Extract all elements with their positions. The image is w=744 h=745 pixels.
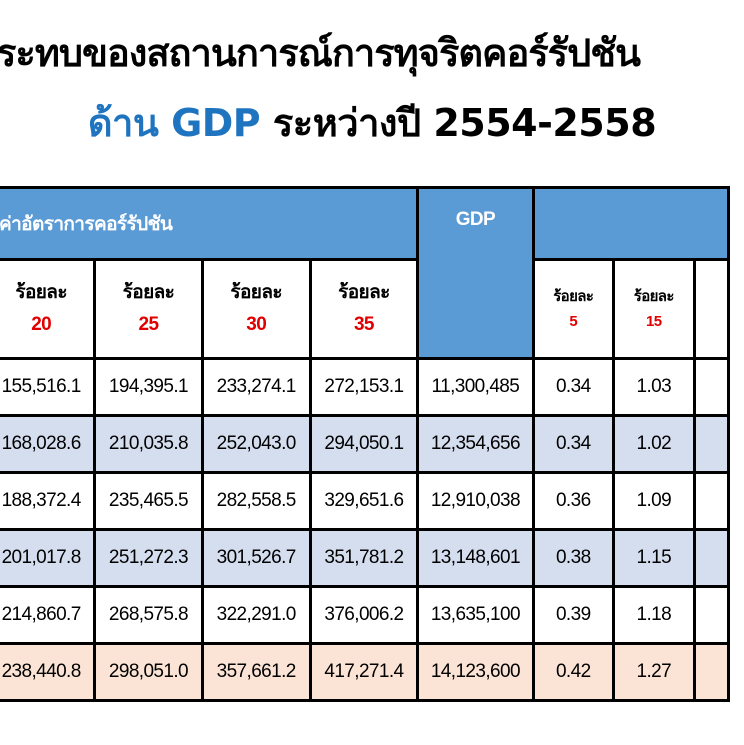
table-cell: 0.38 <box>531 528 615 588</box>
table-cell: 252,043.0 <box>200 414 312 474</box>
group-header-corruption-rate: ค่าอัตราการคอร์รัปชัน <box>0 186 420 261</box>
table-cell: 11,300,485 <box>416 357 535 417</box>
table-cell: 1.09 <box>611 471 696 531</box>
table-row: 214,860.7 268,575.8 322,291.0 376,006.2 13,6… <box>0 585 731 645</box>
table-cell: 298,051.0 <box>93 642 204 702</box>
table-cell: 272,153.1 <box>308 357 420 417</box>
table-cell: 214,860.7 <box>0 585 97 645</box>
table-cell <box>692 471 731 531</box>
table-cell: 188,372.4 <box>0 471 97 531</box>
ratio-group-header <box>531 186 731 261</box>
table-cell: 1.18 <box>611 585 696 645</box>
sub-header-label: ร้อยละ <box>15 281 67 303</box>
table-cell: 251,272.3 <box>93 528 204 588</box>
table-cell: 294,050.1 <box>308 414 420 474</box>
table-cell: 0.34 <box>531 357 615 417</box>
table-cell: 0.36 <box>531 471 615 531</box>
table-cell <box>692 528 731 588</box>
table-cell: 1.02 <box>611 414 696 474</box>
table-cell: 301,526.7 <box>200 528 312 588</box>
table-cell <box>692 357 731 417</box>
table-cell: 194,395.1 <box>93 357 204 417</box>
sub-header: ร้อยละ 15 <box>611 258 696 360</box>
table-cell: 201,017.8 <box>0 528 97 588</box>
table-cell: 168,028.6 <box>0 414 97 474</box>
table-row: 238,440.8 298,051.0 357,661.2 417,271.4 14,1… <box>0 642 731 702</box>
table-cell: 282,558.5 <box>200 471 312 531</box>
sub-header-label: ร้อยละ <box>553 287 594 305</box>
table-cell: 13,635,100 <box>416 585 535 645</box>
sub-header: ร้อยละ 35 <box>308 258 420 360</box>
table-cell: 238,440.8 <box>0 642 97 702</box>
sub-header-label: ร้อยละ <box>633 287 675 305</box>
sub-header-percent: 5 <box>569 313 578 330</box>
table-cell: 0.39 <box>531 585 615 645</box>
table-cell: 1.27 <box>611 642 696 702</box>
title-rest: ระหว่างปี 2554-2558 <box>260 101 657 145</box>
table-cell: 357,661.2 <box>200 642 312 702</box>
table-cell: 13,148,601 <box>416 528 535 588</box>
sub-header: ร้อยละ 25 <box>93 258 204 360</box>
table-row: 188,372.4 235,465.5 282,558.5 329,651.6 12,9… <box>0 471 731 531</box>
sub-header: ร้อยละ 20 <box>0 258 97 360</box>
sub-header: ร้อยละ 5 <box>531 258 615 360</box>
sub-header-percent: 30 <box>246 314 267 335</box>
sub-header-label: ร้อยละ <box>122 281 175 303</box>
table-row: 168,028.6 210,035.8 252,043.0 294,050.1 12,3… <box>0 414 731 474</box>
corruption-gdp-table: ค่าอัตราการคอร์รัปชัน GDP ร้อยละ 20 ร้อยละ… <box>0 186 731 702</box>
table-cell: 235,465.5 <box>93 471 204 531</box>
table-cell: 210,035.8 <box>93 414 204 474</box>
table-cell: 322,291.0 <box>200 585 312 645</box>
table-cell: 351,781.2 <box>308 528 420 588</box>
sub-header: ร้อยละ 30 <box>200 258 312 360</box>
table-cell <box>692 414 731 474</box>
sub-header <box>692 258 731 360</box>
title-line-1: ระทบของสถานการณ์การทุจริตคอร์รัปชัน <box>0 31 641 75</box>
table-cell: 12,354,656 <box>416 414 535 474</box>
sub-header-percent: 20 <box>31 314 52 335</box>
sub-header-percent: 25 <box>138 314 160 335</box>
table-cell: 1.15 <box>611 528 696 588</box>
sub-header-percent: 15 <box>646 313 662 330</box>
table-cell: 329,651.6 <box>308 471 420 531</box>
table-cell: 1.03 <box>611 357 696 417</box>
table-cell: 0.34 <box>531 414 615 474</box>
table-cell: 268,575.8 <box>93 585 204 645</box>
table-cell <box>692 642 731 702</box>
sub-header-label: ร้อยละ <box>338 281 390 303</box>
table-cell: 12,910,038 <box>416 471 535 531</box>
table-cell: 14,123,600 <box>416 642 535 702</box>
table-cell: 376,006.2 <box>308 585 420 645</box>
table-cell: 155,516.1 <box>0 357 97 417</box>
title-line-2: ด้าน GDP ระหว่างปี 2554-2558 <box>0 92 744 153</box>
table-cell: 417,271.4 <box>308 642 420 702</box>
gdp-header: GDP <box>416 186 535 360</box>
title-highlight: ด้าน GDP <box>87 101 261 145</box>
table-cell <box>692 585 731 645</box>
table-row: 201,017.8 251,272.3 301,526.7 351,781.2 13,1… <box>0 528 731 588</box>
table-cell: 0.42 <box>531 642 615 702</box>
table-cell: 233,274.1 <box>200 357 312 417</box>
table-row: 155,516.1 194,395.1 233,274.1 272,153.1 11,3… <box>0 357 731 417</box>
sub-header-label: ร้อยละ <box>230 281 282 303</box>
sub-header-percent: 35 <box>353 314 375 335</box>
